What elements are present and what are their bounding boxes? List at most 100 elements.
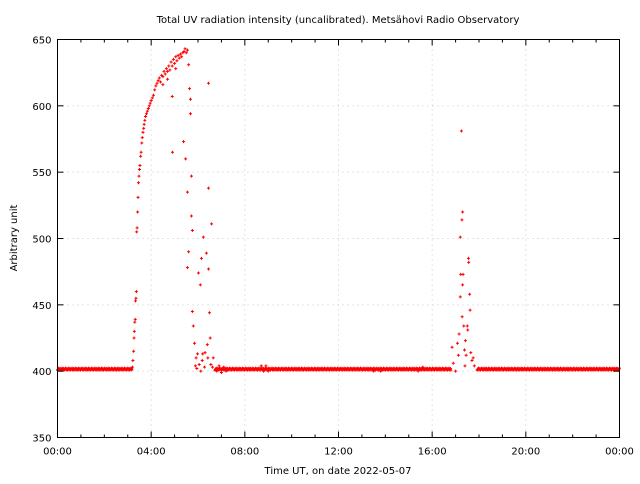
data-point	[133, 320, 137, 324]
data-point	[144, 114, 148, 118]
data-point	[468, 308, 472, 312]
data-point	[190, 309, 194, 313]
data-point	[166, 77, 170, 81]
data-point	[455, 341, 459, 345]
data-point	[215, 369, 219, 373]
data-point	[139, 150, 143, 154]
data-point	[464, 353, 468, 357]
data-point	[196, 271, 200, 275]
data-point	[187, 250, 191, 254]
data-point	[140, 136, 144, 140]
data-points	[56, 47, 621, 374]
x-tick-labels: 00:00 04:00 08:00 12:00 16:00 20:00 00:00	[43, 447, 634, 458]
data-point	[190, 229, 194, 233]
data-point	[161, 83, 165, 87]
data-point	[191, 324, 195, 328]
data-point	[134, 296, 138, 300]
data-point	[168, 68, 172, 72]
data-point	[153, 88, 157, 92]
data-point	[133, 299, 137, 303]
data-point	[467, 260, 471, 264]
data-point	[209, 363, 213, 367]
data-point	[200, 256, 204, 260]
data-point	[146, 106, 150, 110]
data-point	[224, 369, 228, 373]
data-point	[458, 295, 462, 299]
y-tick-label: 400	[32, 367, 51, 378]
data-point	[161, 75, 165, 79]
data-point	[184, 157, 188, 161]
data-point	[130, 365, 134, 369]
data-point	[163, 72, 167, 76]
data-point	[143, 118, 147, 122]
data-point	[462, 348, 466, 352]
data-point	[416, 369, 420, 373]
data-point	[185, 190, 189, 194]
y-tick-label: 600	[32, 102, 51, 113]
data-point	[470, 359, 474, 363]
x-tick-label: 00:00	[605, 447, 634, 458]
data-point	[211, 356, 215, 360]
data-point	[137, 181, 141, 185]
data-point	[187, 63, 191, 67]
data-point	[132, 349, 136, 353]
data-point	[372, 369, 376, 373]
data-point	[205, 343, 209, 347]
data-point	[164, 67, 168, 71]
data-point	[211, 365, 215, 369]
y-tick-label: 500	[32, 235, 51, 246]
data-point	[203, 365, 207, 369]
data-point	[203, 351, 207, 355]
data-point	[154, 84, 158, 88]
data-point	[162, 69, 166, 73]
data-point	[177, 56, 181, 60]
data-point	[132, 329, 136, 333]
data-point	[450, 345, 454, 349]
data-point	[169, 60, 173, 64]
data-point	[217, 364, 221, 368]
data-point	[185, 266, 189, 270]
axis-ticks	[57, 39, 620, 438]
data-point	[149, 99, 153, 103]
grid-lines	[57, 39, 620, 438]
data-point	[170, 150, 174, 154]
data-point	[460, 218, 464, 222]
data-point	[207, 81, 211, 85]
data-point	[469, 351, 473, 355]
data-point	[142, 126, 146, 130]
data-point	[173, 61, 177, 65]
data-point	[170, 95, 174, 99]
data-point	[195, 367, 199, 371]
data-point	[136, 210, 140, 214]
data-point	[156, 79, 160, 83]
data-point	[472, 364, 476, 368]
data-point	[262, 369, 266, 373]
data-point	[210, 222, 214, 226]
data-point	[201, 235, 205, 239]
data-point	[201, 352, 205, 356]
data-point	[200, 359, 204, 363]
data-point	[208, 336, 212, 340]
data-point	[176, 53, 180, 57]
data-point	[457, 332, 461, 336]
data-point	[170, 64, 174, 68]
data-point	[199, 369, 203, 373]
data-point	[197, 363, 201, 367]
data-point	[136, 195, 140, 199]
data-point	[461, 210, 465, 214]
data-point	[178, 52, 182, 56]
data-point	[144, 112, 148, 116]
data-point	[188, 87, 192, 91]
x-tick-label: 04:00	[137, 447, 166, 458]
x-axis-label: Time UT, on date 2022-05-07	[264, 466, 412, 477]
x-tick-label: 08:00	[230, 447, 259, 458]
data-point	[454, 369, 458, 373]
data-point	[461, 272, 465, 276]
data-point	[135, 230, 139, 234]
data-point	[458, 235, 462, 239]
data-point	[462, 324, 466, 328]
x-tick-label: 16:00	[418, 447, 447, 458]
data-point	[181, 140, 185, 144]
data-point	[137, 174, 141, 178]
data-point	[264, 364, 268, 368]
